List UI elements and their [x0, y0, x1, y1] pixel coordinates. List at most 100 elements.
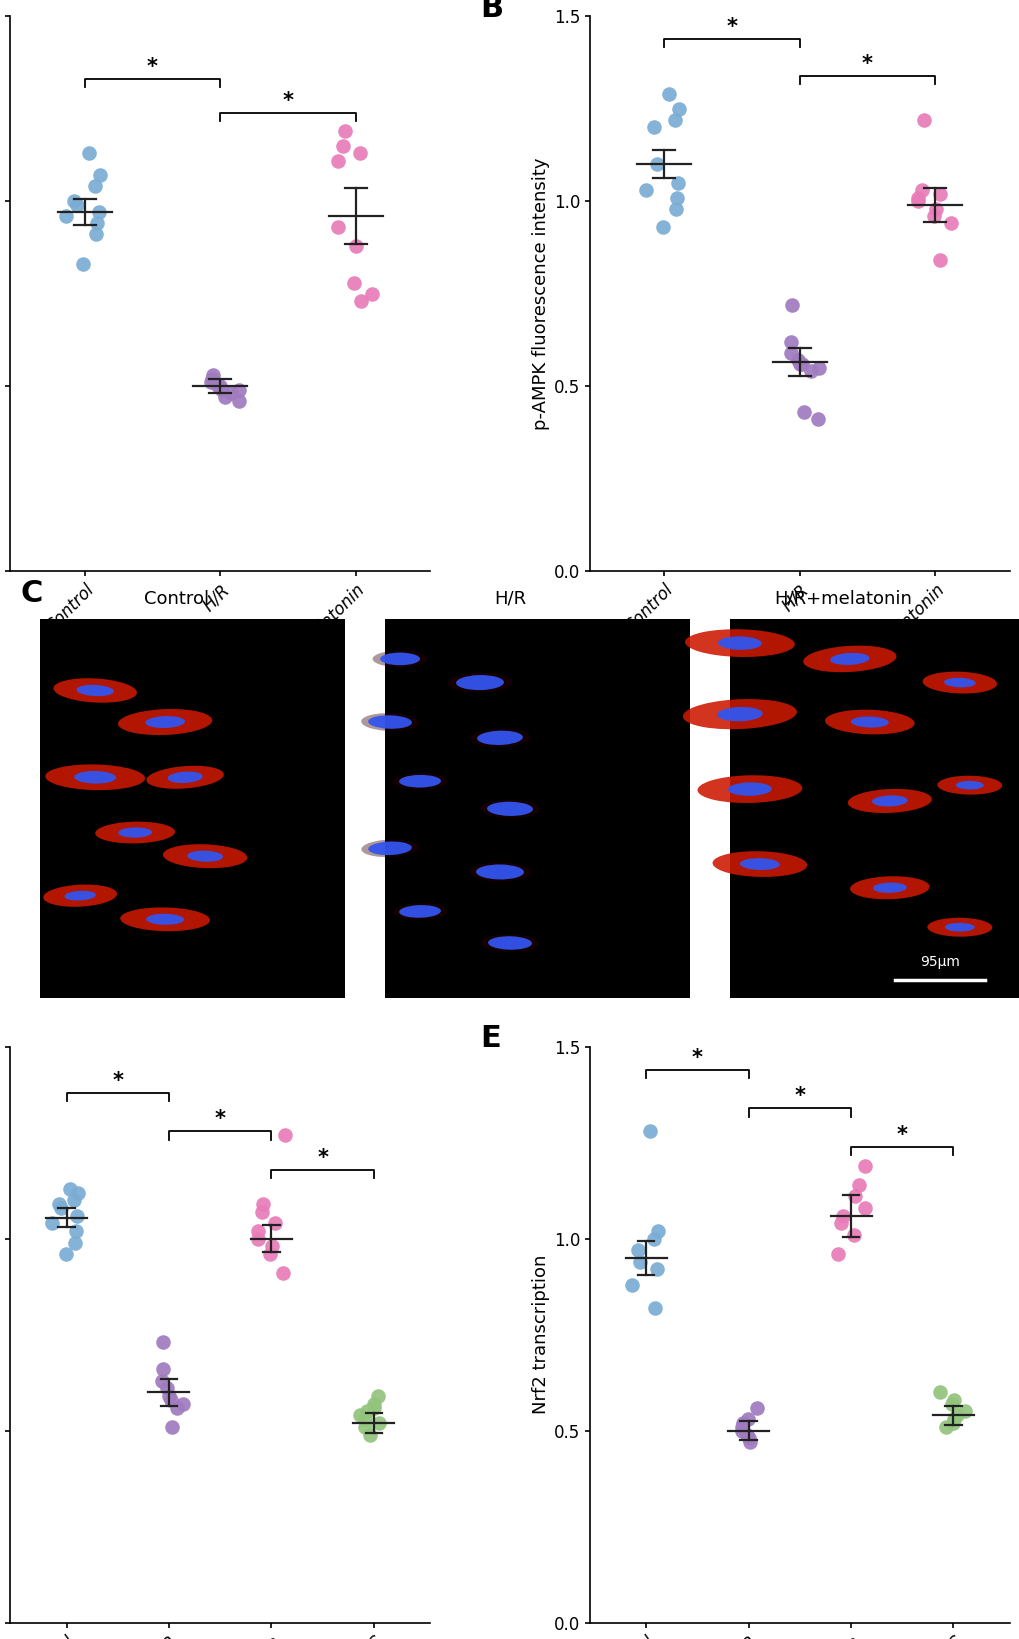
Point [362, 1421, 378, 1447]
Point [741, 1429, 757, 1455]
Text: *: * [147, 57, 158, 77]
Point [154, 1367, 170, 1393]
Ellipse shape [163, 844, 247, 869]
Point [740, 1426, 756, 1452]
Point [161, 1383, 177, 1410]
Point [69, 192, 86, 218]
Point [909, 185, 925, 211]
Ellipse shape [739, 859, 780, 870]
Point [53, 1195, 69, 1221]
Point [782, 339, 798, 365]
Ellipse shape [45, 764, 145, 790]
Point [159, 1375, 175, 1401]
Point [931, 247, 948, 274]
Text: *: * [896, 1124, 907, 1144]
Ellipse shape [477, 731, 523, 746]
Text: B: B [480, 0, 503, 23]
Point [352, 139, 368, 166]
Ellipse shape [167, 772, 203, 783]
Point [230, 388, 247, 415]
Point [856, 1152, 872, 1178]
Ellipse shape [943, 679, 975, 687]
Point [789, 347, 805, 374]
Point [345, 269, 362, 295]
Point [371, 1410, 387, 1436]
FancyBboxPatch shape [40, 620, 344, 998]
Ellipse shape [486, 801, 533, 816]
Point [734, 1414, 750, 1441]
Ellipse shape [683, 700, 796, 729]
Text: H/R+melatonin: H/R+melatonin [773, 590, 911, 608]
Point [645, 1226, 661, 1252]
Point [363, 280, 379, 306]
Point [930, 180, 947, 207]
Text: *: * [317, 1147, 328, 1167]
Ellipse shape [829, 652, 869, 665]
Point [793, 351, 809, 377]
Text: H/R: H/R [493, 590, 526, 608]
Point [925, 203, 942, 229]
Text: *: * [112, 1070, 123, 1092]
Point [155, 1329, 171, 1355]
Point [637, 177, 653, 203]
Ellipse shape [469, 862, 531, 882]
Point [845, 1221, 861, 1247]
Point [802, 359, 818, 385]
Point [69, 1180, 86, 1206]
Ellipse shape [872, 882, 906, 893]
Ellipse shape [120, 908, 210, 931]
Point [942, 210, 958, 236]
Ellipse shape [802, 646, 896, 672]
Point [944, 1390, 960, 1416]
Point [365, 1395, 381, 1421]
Point [57, 1241, 73, 1267]
Point [266, 1210, 282, 1236]
Ellipse shape [392, 903, 447, 919]
Ellipse shape [145, 716, 184, 728]
Point [624, 1272, 640, 1298]
Point [264, 1233, 280, 1259]
Y-axis label: Nrf2 transcription: Nrf2 transcription [531, 1255, 549, 1414]
Point [51, 1192, 67, 1218]
Point [666, 195, 683, 221]
Point [162, 1387, 178, 1413]
Ellipse shape [955, 780, 983, 790]
Point [660, 80, 677, 107]
Ellipse shape [74, 770, 116, 783]
Point [175, 1390, 192, 1416]
Ellipse shape [398, 905, 440, 918]
Point [931, 1378, 948, 1405]
Ellipse shape [824, 710, 914, 734]
Point [915, 107, 931, 133]
Point [357, 1406, 373, 1432]
Point [69, 1203, 86, 1229]
Point [44, 1210, 60, 1236]
Ellipse shape [53, 679, 137, 703]
Ellipse shape [398, 775, 440, 787]
Point [82, 139, 98, 166]
Point [641, 1118, 657, 1144]
Point [203, 369, 219, 395]
Point [250, 1226, 266, 1252]
Text: 95μm: 95μm [919, 956, 959, 969]
Ellipse shape [728, 782, 771, 797]
Point [945, 1406, 961, 1432]
Point [223, 380, 239, 406]
Point [216, 384, 232, 410]
Point [67, 1229, 84, 1255]
Point [169, 1395, 185, 1421]
Point [630, 1237, 646, 1264]
Point [336, 118, 353, 144]
Point [948, 1403, 964, 1429]
Y-axis label: p-AMPK fluorescence intensity: p-AMPK fluorescence intensity [531, 157, 549, 429]
Point [329, 215, 345, 241]
Ellipse shape [118, 710, 212, 734]
Point [357, 1414, 373, 1441]
Ellipse shape [717, 636, 761, 649]
Ellipse shape [118, 828, 152, 838]
Text: *: * [691, 1047, 702, 1069]
Text: *: * [282, 90, 293, 111]
Ellipse shape [480, 800, 539, 818]
Point [154, 1355, 170, 1382]
Point [937, 1414, 954, 1441]
